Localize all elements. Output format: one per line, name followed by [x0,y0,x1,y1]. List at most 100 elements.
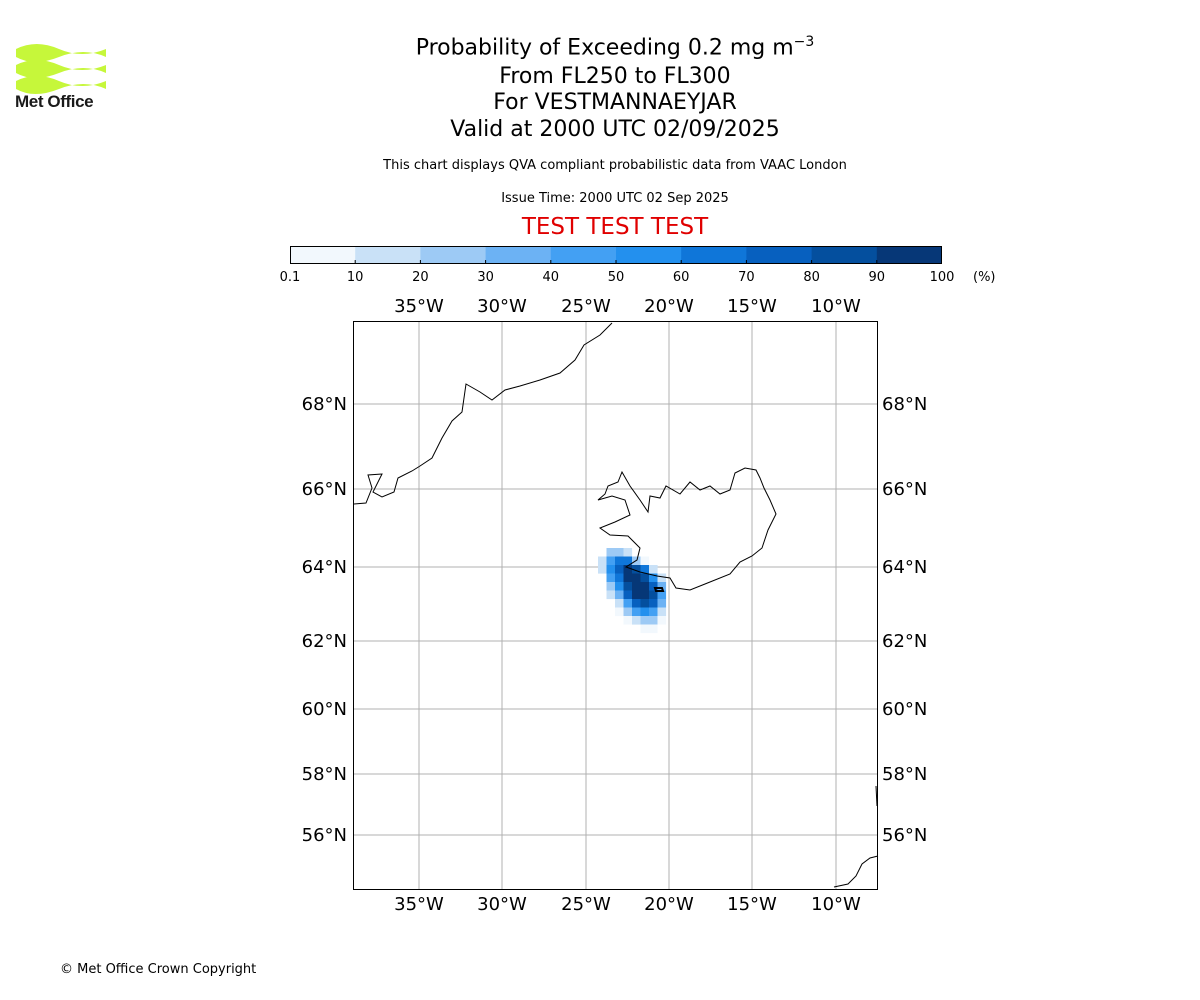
plume-cell [623,616,633,625]
axis-labels: 35°W 35°W 30°W 30°W 25°W 25°W 20°W 20°W 15°W 15°W… [302,296,928,915]
lon-label-top: 30°W [477,296,527,317]
colorbar-tick-label: 70 [738,270,755,285]
plume-cell [632,616,641,625]
lat-label-left: 58°N [302,764,347,785]
plume-cell [632,607,641,617]
plume-cell [623,573,633,583]
plume-cell [640,616,650,625]
plume-cell [606,573,616,583]
lat-label-right: 66°N [882,479,927,500]
plume-cell [640,599,650,608]
plume-cell [640,607,650,617]
plume-cell [623,582,633,591]
plume-cell [623,548,633,557]
colorbar-tick-label: 40 [542,270,560,285]
plume-cell [649,616,658,625]
lon-label-top: 25°W [561,296,611,317]
plume-cell [657,607,667,617]
lon-label-top: 20°W [644,296,694,317]
probability-colorbar [290,246,942,264]
colorbar-segment [681,246,747,264]
colorbar-segment [355,246,421,264]
lon-label-top: 35°W [394,296,444,317]
colorbar-tick-label: 0.1 [279,270,301,285]
plume-cell [649,607,658,617]
plume-cell [649,624,658,634]
ash-probability-plume [598,548,667,634]
lat-label-right: 62°N [882,631,927,652]
colorbar-tick-label: 10 [346,270,364,285]
coastlines [353,322,879,888]
colorbar-segment [290,246,356,264]
lat-label-left: 60°N [302,699,347,720]
plume-cell [649,582,658,591]
plume-cell [632,573,641,583]
lon-label-bottom: 15°W [727,894,777,915]
lon-label-bottom: 30°W [477,894,527,915]
vestmannaeyjar-island [653,587,665,592]
location: For VESTMANNAEYJAR [493,90,737,115]
lat-label-left: 68°N [302,394,347,415]
plume-cell [606,565,616,574]
plume-cell [623,565,633,574]
colorbar-unit: (%) [973,270,996,285]
plume-cell [640,582,650,591]
colorbar-segment [485,246,552,264]
plume-cell [615,607,624,617]
hebrides-coast [875,785,878,807]
scotland-coast [833,855,879,888]
plume-cell [657,573,667,583]
plume-cell [640,556,650,566]
lon-label-top: 15°W [727,296,777,317]
plume-cell [615,573,624,583]
lat-label-right: 68°N [882,394,927,415]
lat-label-left: 56°N [302,825,347,846]
lon-label-bottom: 25°W [561,894,611,915]
plume-cell [623,599,633,608]
colorbar-tick-label: 30 [477,270,494,285]
plume-cell [598,565,607,574]
lon-label-top: 10°W [811,296,861,317]
plume-cell [623,590,633,600]
plume-cell [640,573,650,583]
colorbar-tick-label: 20 [412,270,429,285]
plume-cell [615,599,624,608]
test-banner: TEST TEST TEST [521,214,709,240]
plume-cell [640,590,650,600]
met-office-logo [16,44,106,94]
lat-label-right: 64°N [882,557,927,578]
plume-cell [615,556,624,566]
valid-time: Valid at 2000 UTC 02/09/2025 [450,117,780,142]
plume-cell [615,548,624,557]
plume-cell [632,565,641,574]
plume-cell [640,565,650,574]
colorbar-tick-label: 90 [868,270,886,285]
colorbar-segment [746,246,813,264]
plume-cell [598,556,607,566]
level-range: From FL250 to FL300 [499,64,731,89]
copyright: © Met Office Crown Copyright [60,962,257,977]
colorbar-segment [420,246,487,264]
issue-time: Issue Time: 2000 UTC 02 Sep 2025 [501,191,729,206]
plume-cell [640,624,650,634]
plume-cell [632,590,641,600]
plume-cell [632,582,641,591]
plume-cell [657,582,667,591]
lat-label-right: 56°N [882,825,927,846]
lat-label-right: 58°N [882,764,927,785]
plume-cell [623,556,633,566]
logo-text: Met Office [15,92,94,111]
plume-cell [615,582,624,591]
description: This chart displays QVA compliant probab… [383,158,847,173]
plume-cell [657,590,667,600]
plume-cell [657,616,667,625]
plume-cell [649,590,658,600]
lon-label-bottom: 10°W [811,894,861,915]
lat-label-left: 66°N [302,479,347,500]
plume-cell [606,582,616,591]
plume-cell [606,590,616,600]
colorbar-segment [550,246,617,264]
map-gridlines [354,322,877,889]
lon-label-bottom: 20°W [644,894,694,915]
chart-title: Probability of Exceeding 0.2 mg m−3 [415,34,815,61]
